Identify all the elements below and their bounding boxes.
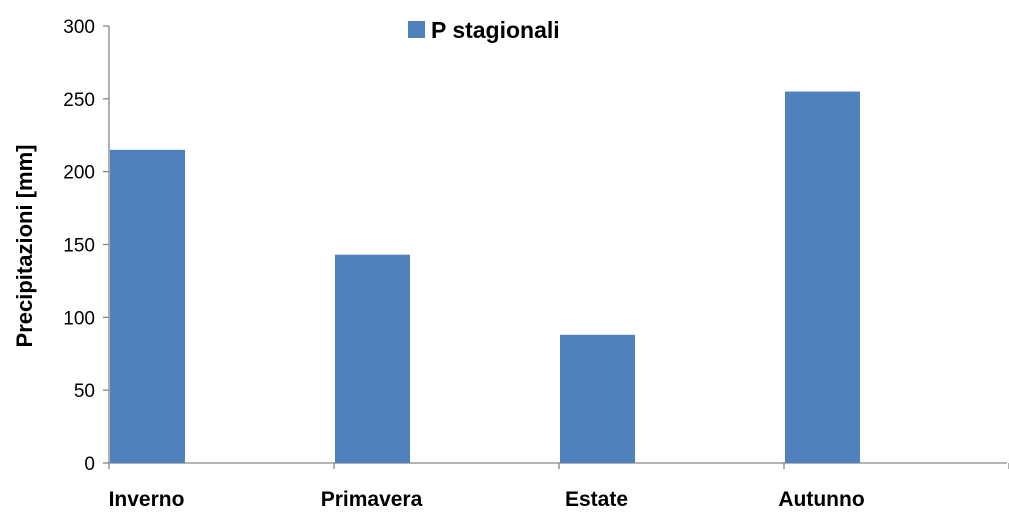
y-axis-title: Precipitazioni [mm] — [12, 145, 37, 348]
x-tick-label: Primavera — [321, 488, 423, 511]
legend-label: P stagionali — [431, 17, 560, 43]
bar-estate — [560, 334, 635, 463]
y-tick-label: 250 — [63, 90, 95, 111]
x-tick-label: Inverno — [109, 488, 185, 511]
y-tick-label: 50 — [74, 381, 95, 402]
bars — [110, 91, 860, 464]
y-tick-label: 100 — [63, 308, 95, 329]
bar-inverno — [110, 149, 185, 464]
x-tick-label: Autunno — [778, 488, 864, 511]
y-tick-label: 0 — [84, 454, 95, 475]
y-tick-label: 150 — [63, 236, 95, 257]
y-tick-label: 300 — [63, 17, 95, 38]
x-tick-label: Estate — [565, 488, 628, 511]
bar-primavera — [335, 254, 410, 463]
y-tick-label: 200 — [63, 163, 95, 184]
legend-swatch — [408, 21, 425, 38]
legend: P stagionali — [408, 17, 560, 43]
y-axis: 0 50 100 150 200 250 300 — [63, 17, 110, 475]
x-axis: Inverno Primavera Estate Autunno — [108, 462, 1009, 511]
bar-autunno — [785, 91, 860, 464]
